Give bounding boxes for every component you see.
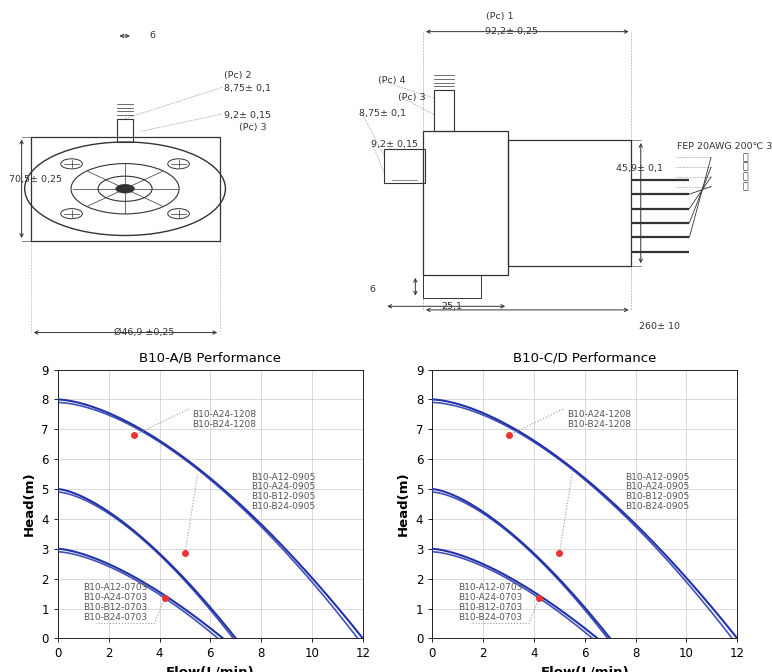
Text: B10-B12-0703: B10-B12-0703 bbox=[83, 603, 147, 612]
Text: B10-A24-0905: B10-A24-0905 bbox=[625, 482, 689, 491]
Text: 92,2± 0,25: 92,2± 0,25 bbox=[485, 27, 538, 36]
X-axis label: Flow(L/min): Flow(L/min) bbox=[166, 666, 255, 672]
Bar bbox=[31, 136, 220, 241]
Text: 9,2± 0,15: 9,2± 0,15 bbox=[371, 140, 418, 149]
Text: B10-A24-0703: B10-A24-0703 bbox=[458, 593, 522, 602]
Y-axis label: Head(m): Head(m) bbox=[398, 472, 410, 536]
Text: 紅: 紅 bbox=[743, 182, 748, 191]
Text: B10-B24-0703: B10-B24-0703 bbox=[458, 613, 522, 622]
Text: 黃: 黃 bbox=[743, 153, 748, 162]
Text: (Pc) 4: (Pc) 4 bbox=[378, 77, 406, 85]
Text: B10-B24-1208: B10-B24-1208 bbox=[192, 420, 256, 429]
Text: (Pc) 2: (Pc) 2 bbox=[224, 71, 252, 80]
Text: 45,9± 0,1: 45,9± 0,1 bbox=[616, 165, 663, 173]
Text: 6: 6 bbox=[150, 32, 156, 40]
Text: B10-A24-0905: B10-A24-0905 bbox=[251, 482, 315, 491]
Text: Ø46,9 ±0,25: Ø46,9 ±0,25 bbox=[114, 328, 174, 337]
Text: 8,75± 0,1: 8,75± 0,1 bbox=[359, 109, 406, 118]
Bar bbox=[434, 90, 454, 131]
Text: 8,75± 0,1: 8,75± 0,1 bbox=[224, 83, 271, 93]
Text: B10-A24-1208: B10-A24-1208 bbox=[192, 410, 257, 419]
Text: (Pc) 3: (Pc) 3 bbox=[398, 93, 425, 101]
Text: B10-B24-0905: B10-B24-0905 bbox=[251, 502, 315, 511]
Text: B10-B24-0703: B10-B24-0703 bbox=[83, 613, 147, 622]
Bar bbox=[423, 275, 481, 298]
Circle shape bbox=[116, 184, 134, 193]
Text: (Pc) 3: (Pc) 3 bbox=[239, 123, 267, 132]
Bar bbox=[117, 119, 133, 142]
Y-axis label: Head(m): Head(m) bbox=[23, 472, 36, 536]
Text: B10-B12-0905: B10-B12-0905 bbox=[251, 493, 315, 501]
Text: 70,5± 0,25: 70,5± 0,25 bbox=[9, 175, 63, 184]
Text: B10-B24-1208: B10-B24-1208 bbox=[567, 420, 631, 429]
Text: B10-A24-1208: B10-A24-1208 bbox=[567, 410, 631, 419]
Bar bbox=[508, 140, 631, 266]
Text: 6: 6 bbox=[369, 285, 375, 294]
Title: B10-A/B Performance: B10-A/B Performance bbox=[140, 351, 281, 364]
Text: 25,1: 25,1 bbox=[442, 302, 462, 311]
Title: B10-C/D Performance: B10-C/D Performance bbox=[513, 351, 656, 364]
Text: B10-A12-0905: B10-A12-0905 bbox=[251, 472, 316, 482]
Text: B10-B12-0905: B10-B12-0905 bbox=[625, 493, 689, 501]
Text: (Pc) 1: (Pc) 1 bbox=[486, 11, 514, 21]
Text: 260± 10: 260± 10 bbox=[639, 322, 680, 331]
Text: 9,2± 0,15: 9,2± 0,15 bbox=[224, 111, 271, 120]
Text: 黑: 黑 bbox=[743, 173, 748, 181]
Bar bbox=[423, 131, 508, 275]
Text: B10-A12-0905: B10-A12-0905 bbox=[625, 472, 690, 482]
Text: B10-B24-0905: B10-B24-0905 bbox=[625, 502, 689, 511]
Text: B10-A12-0703: B10-A12-0703 bbox=[83, 583, 147, 592]
Text: B10-A24-0703: B10-A24-0703 bbox=[83, 593, 147, 602]
Text: FEP 20AWG 200℃ 300V: FEP 20AWG 200℃ 300V bbox=[677, 142, 772, 151]
Bar bbox=[384, 149, 425, 183]
Text: 藍: 藍 bbox=[743, 163, 748, 171]
Text: B10-B12-0703: B10-B12-0703 bbox=[458, 603, 522, 612]
Text: B10-A12-0703: B10-A12-0703 bbox=[458, 583, 522, 592]
X-axis label: Flow(L/min): Flow(L/min) bbox=[540, 666, 629, 672]
